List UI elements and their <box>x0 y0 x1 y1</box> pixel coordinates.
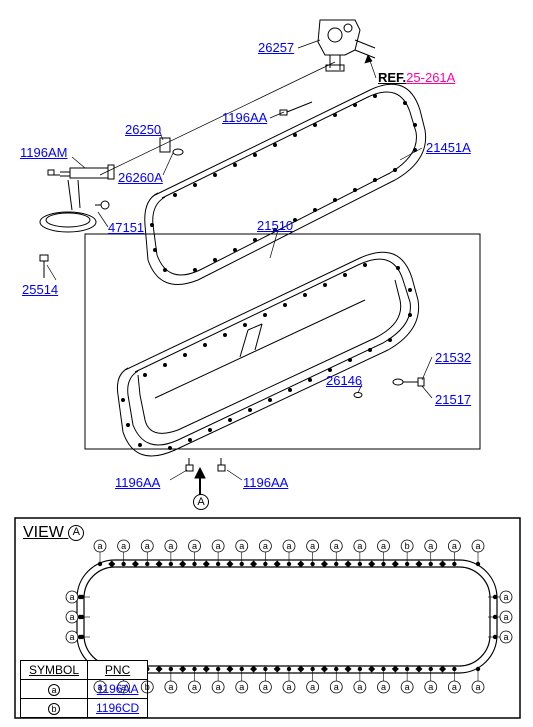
svg-text:a: a <box>286 541 291 551</box>
svg-text:a: a <box>503 632 508 642</box>
svg-text:a: a <box>216 541 221 551</box>
label-26260A[interactable]: 26260A <box>118 170 163 185</box>
svg-text:a: a <box>286 682 291 692</box>
ref-label[interactable]: REF.25-261A <box>378 70 455 85</box>
svg-text:a: a <box>216 682 221 692</box>
svg-text:a: a <box>334 682 339 692</box>
svg-text:a: a <box>405 682 410 692</box>
label-25514[interactable]: 25514 <box>22 282 58 297</box>
svg-text:a: a <box>503 612 508 622</box>
svg-text:a: a <box>428 541 433 551</box>
label-26250[interactable]: 26250 <box>125 122 161 137</box>
svg-text:a: a <box>475 682 480 692</box>
svg-text:a: a <box>69 612 74 622</box>
svg-text:a: a <box>239 541 244 551</box>
svg-text:a: a <box>168 541 173 551</box>
svg-text:a: a <box>310 682 315 692</box>
pnc-b[interactable]: 1196CD <box>88 699 148 718</box>
svg-text:a: a <box>381 682 386 692</box>
svg-text:a: a <box>69 592 74 602</box>
svg-text:a: a <box>357 682 362 692</box>
ref-prefix: REF. <box>378 70 406 85</box>
label-1196AA-bl[interactable]: 1196AA <box>115 475 160 490</box>
svg-text:a: a <box>145 541 150 551</box>
label-1196AM[interactable]: 1196AM <box>20 145 67 160</box>
svg-text:a: a <box>503 592 508 602</box>
svg-text:a: a <box>357 541 362 551</box>
label-21451A[interactable]: 21451A <box>426 140 471 155</box>
svg-text:a: a <box>310 541 315 551</box>
svg-text:a: a <box>263 541 268 551</box>
label-26257[interactable]: 26257 <box>258 40 294 55</box>
label-1196AA-br[interactable]: 1196AA <box>243 475 288 490</box>
label-21510[interactable]: 21510 <box>257 218 293 233</box>
svg-text:a: a <box>168 682 173 692</box>
svg-text:a: a <box>428 682 433 692</box>
view-text: VIEW <box>23 524 64 541</box>
label-21517[interactable]: 21517 <box>435 392 471 407</box>
view-a-circle: A <box>68 525 84 541</box>
th-pnc: PNC <box>88 661 148 680</box>
svg-text:a: a <box>192 682 197 692</box>
sym-b: b <box>21 699 88 718</box>
svg-text:a: a <box>192 541 197 551</box>
view-title: VIEW A <box>23 524 84 542</box>
svg-text:a: a <box>381 541 386 551</box>
svg-text:a: a <box>452 541 457 551</box>
th-symbol: SYMBOL <box>21 661 88 680</box>
view-a-marker: A <box>193 494 209 510</box>
svg-text:b: b <box>405 541 410 551</box>
label-1196AA-top[interactable]: 1196AA <box>222 110 267 125</box>
sym-a: a <box>21 680 88 699</box>
svg-text:a: a <box>452 682 457 692</box>
svg-text:a: a <box>334 541 339 551</box>
svg-text:a: a <box>475 541 480 551</box>
symbol-table: SYMBOLPNC a1196AA b1196CD <box>20 660 148 718</box>
svg-text:a: a <box>239 682 244 692</box>
label-26146[interactable]: 26146 <box>326 373 362 388</box>
ref-code: 25-261A <box>406 70 455 85</box>
svg-text:a: a <box>97 541 102 551</box>
svg-text:a: a <box>69 632 74 642</box>
label-47151[interactable]: 47151 <box>108 220 144 235</box>
svg-text:a: a <box>121 541 126 551</box>
pnc-a[interactable]: 1196AA <box>88 680 148 699</box>
label-21532[interactable]: 21532 <box>435 350 471 365</box>
svg-text:a: a <box>263 682 268 692</box>
